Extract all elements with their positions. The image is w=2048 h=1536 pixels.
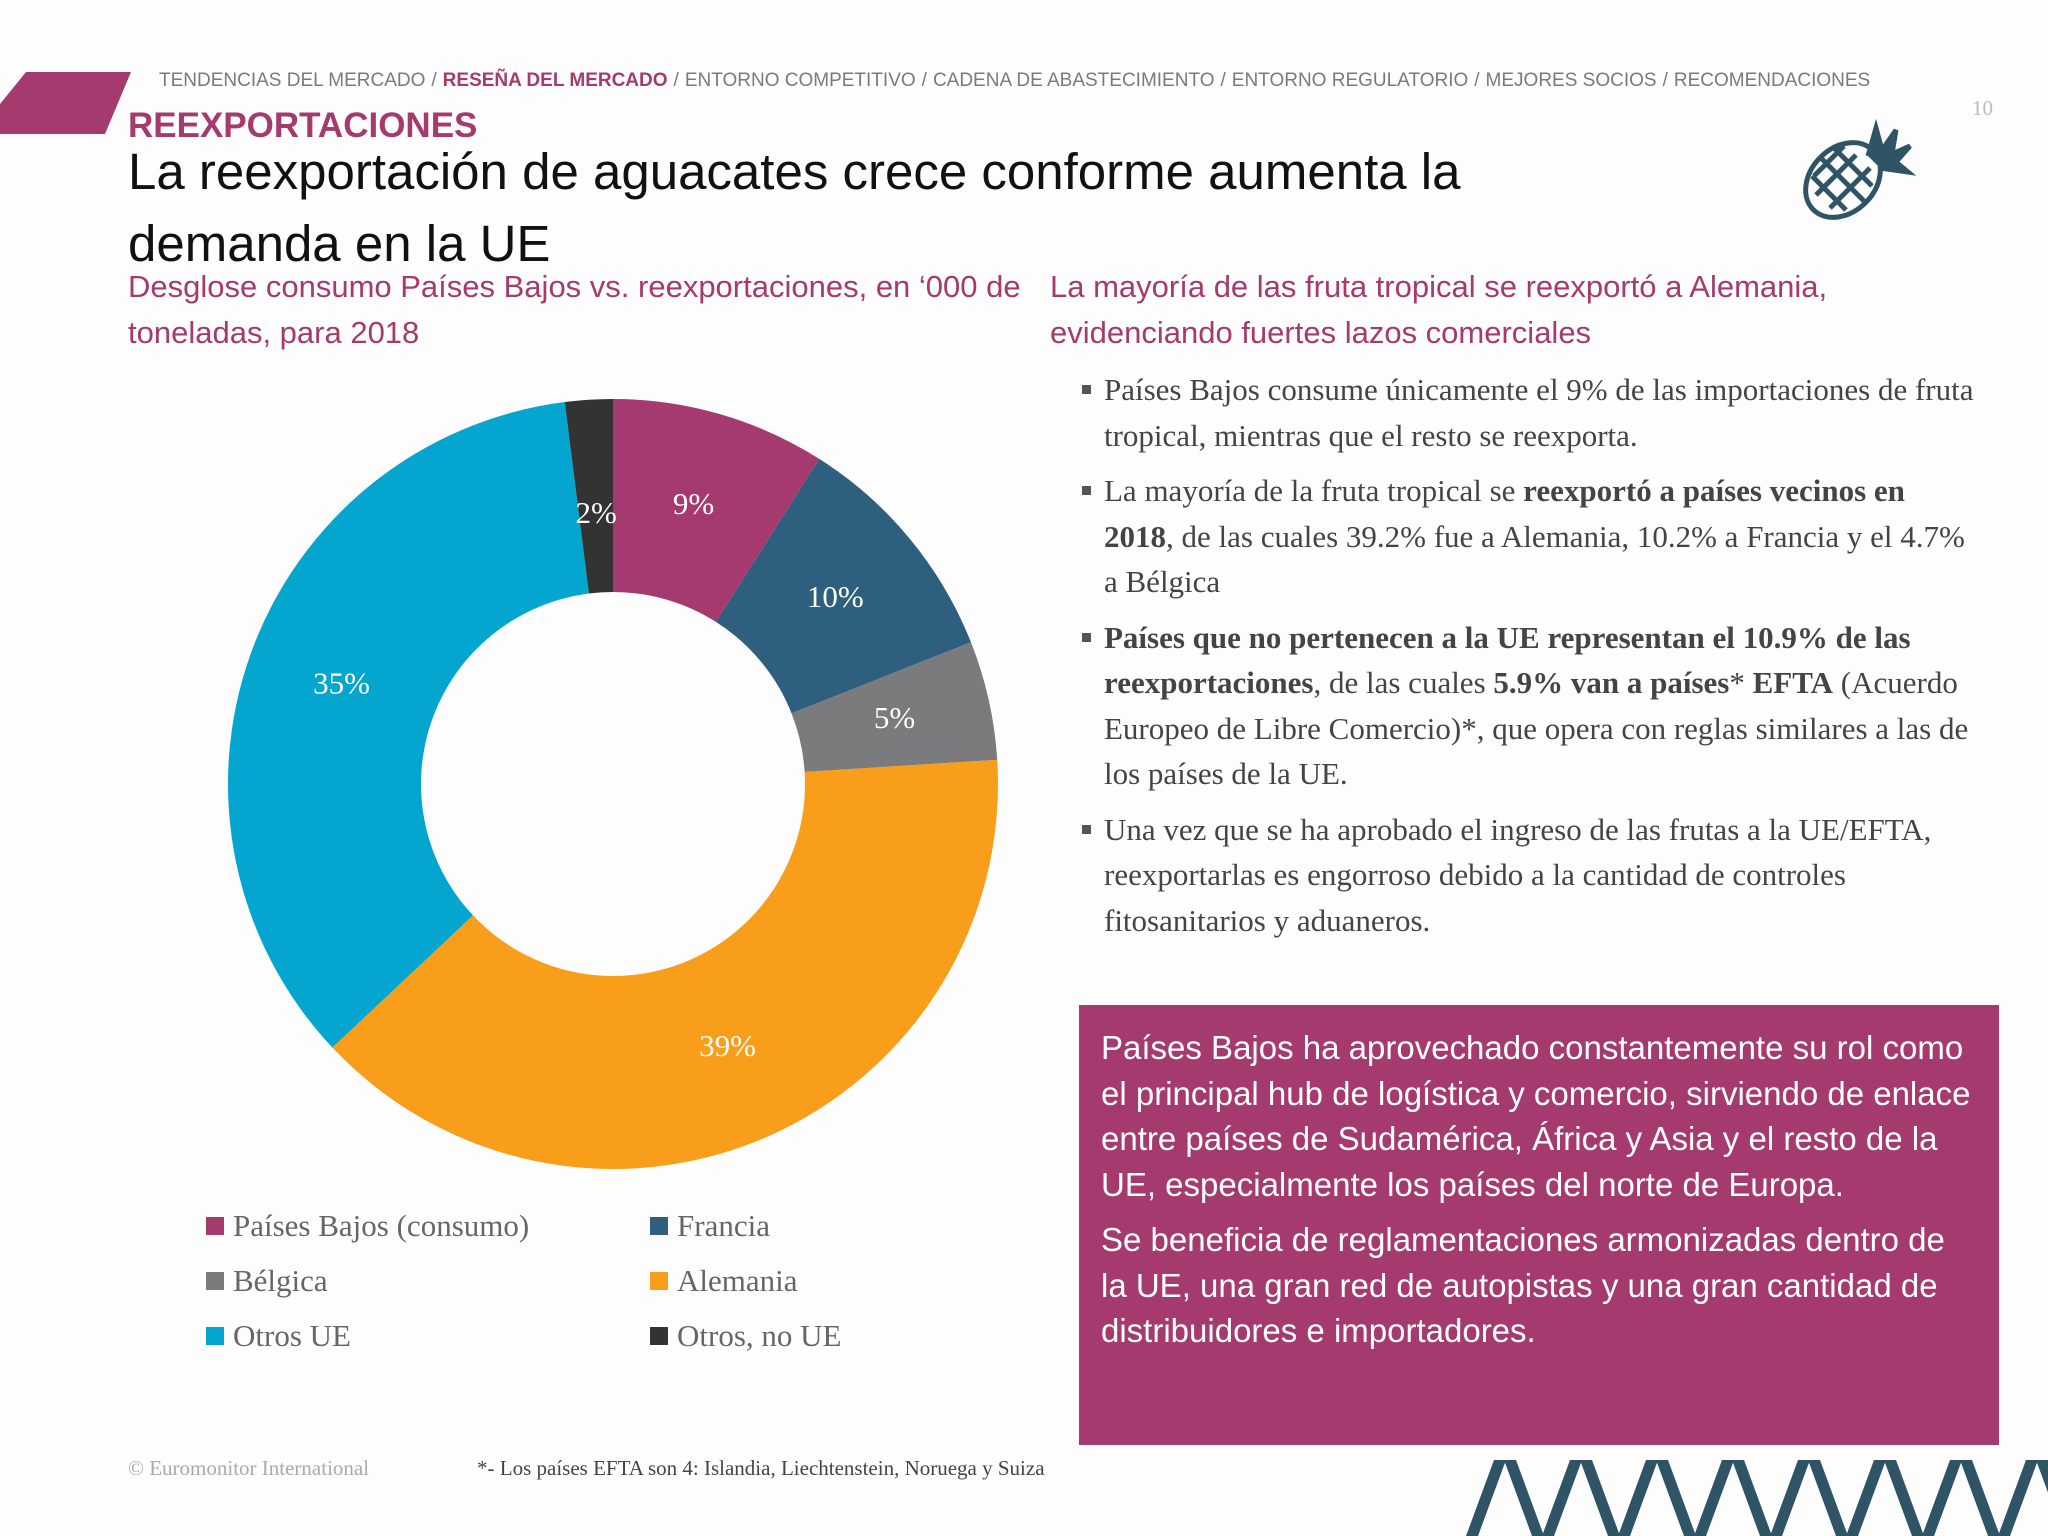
nav-item: RESEÑA DEL MERCADO: [442, 70, 668, 91]
copyright: © Euromonitor International: [128, 1456, 370, 1480]
legend-label: Francia: [677, 1208, 770, 1243]
bullet-text: La mayoría de la fruta tropical se: [1104, 473, 1524, 508]
pattern-stripe: [1846, 1460, 1886, 1536]
data-label: 35%: [313, 665, 370, 700]
data-label: 2%: [575, 495, 616, 530]
pattern-stripe: [1694, 1460, 1734, 1536]
legend-label: Otros, no UE: [677, 1318, 842, 1353]
nav-separator: /: [431, 70, 437, 91]
legend-label: Otros UE: [233, 1318, 351, 1353]
pattern-stripe: [2036, 1460, 2048, 1493]
pineapple-icon: [1803, 118, 1917, 220]
pattern-stripe: [1656, 1460, 1696, 1536]
legend-swatch: [206, 1327, 224, 1345]
bullet-text: 5.9% van a países: [1493, 665, 1730, 700]
nav-item: RECOMENDACIONES: [1673, 70, 1871, 91]
callout-box: Países Bajos ha aprovechado constantemen…: [1079, 1005, 1999, 1445]
donut-slice: [715, 458, 971, 714]
pattern-stripe: [1960, 1460, 2000, 1536]
bullet-text: *: [1729, 665, 1753, 700]
pattern-stripe: [1884, 1460, 1924, 1536]
bullet-text: reexportó a países vecinos en 2018: [1104, 473, 1905, 554]
legend-swatch: [206, 1217, 224, 1235]
bullet: Una vez que se ha aprobado el ingreso de…: [1080, 807, 1980, 944]
pattern-stripe: [1618, 1460, 1658, 1536]
bullet: La mayoría de la fruta tropical se reexp…: [1080, 468, 1980, 605]
data-label: 39%: [699, 1028, 756, 1063]
header-tab: [0, 72, 131, 134]
section-label: REEXPORTACIONES: [128, 106, 478, 145]
donut-slice: [791, 642, 998, 772]
nav-separator: /: [921, 70, 927, 91]
pattern-stripe: [1580, 1460, 1620, 1536]
pattern-stripe: [1808, 1460, 1848, 1536]
decor-pattern: [1466, 1460, 2048, 1536]
nav-separator: /: [1220, 70, 1226, 91]
donut-chart: 9% 10% 5% 39% 35% 2%: [227, 399, 999, 1170]
bullet-text: EFTA: [1752, 665, 1834, 700]
bullet-marker: [1082, 824, 1091, 834]
pattern-stripe: [1542, 1460, 1582, 1536]
donut-slice: [564, 399, 613, 594]
slide-title: La reexportación de aguacates crece conf…: [128, 143, 1461, 272]
bullet-text: , de las cuales: [1313, 665, 1494, 700]
bullet: Países Bajos consume únicamente el 9% de…: [1080, 367, 1980, 458]
nav-item: TENDENCIAS DEL MERCADO: [159, 70, 426, 91]
nav-item: MEJORES SOCIOS: [1485, 70, 1657, 91]
legend-label: Bélgica: [233, 1263, 328, 1298]
legend-label: Alemania: [677, 1263, 798, 1298]
pattern-stripe: [1998, 1460, 2038, 1536]
pattern-stripe: [1504, 1460, 1544, 1536]
nav-item: ENTORNO REGULATORIO: [1231, 70, 1469, 91]
bullet-marker: [1082, 385, 1091, 394]
pattern-stripe: [1732, 1460, 1772, 1536]
bullet-text: (Acuerdo Europeo de Libre Comercio)*, qu…: [1104, 665, 1969, 791]
bullet-text: , de las cuales 39.2% fue a Alemania, 10…: [1104, 518, 1965, 600]
data-label: 9%: [673, 486, 714, 521]
bullet: Países que no pertenecen a la UE represe…: [1080, 615, 1980, 797]
page-number: 10: [1972, 96, 1993, 120]
donut-slice: [227, 402, 589, 1048]
legend-swatch: [650, 1217, 668, 1235]
nav-separator: /: [673, 70, 679, 91]
callout-text: Se beneficia de reglamentaciones armoniz…: [1101, 1221, 1945, 1349]
bullet-list: Países Bajos consume únicamente el 9% de…: [1080, 367, 1980, 953]
breadcrumb-nav: TENDENCIAS DEL MERCADO / RESEÑA DEL MERCAD…: [159, 70, 1870, 92]
pattern-stripe: [1770, 1460, 1810, 1536]
bullet-marker: [1082, 632, 1091, 642]
nav-separator: /: [1662, 70, 1668, 91]
bullet-text: Países Bajos consume únicamente el 9% de…: [1104, 372, 1974, 453]
nav-separator: /: [1474, 70, 1480, 91]
legend-swatch: [206, 1272, 224, 1290]
pattern-stripe: [1922, 1460, 1962, 1536]
legend-label: Países Bajos (consumo): [233, 1208, 530, 1243]
bullet-text: Una vez que se ha aprobado el ingreso de…: [1104, 811, 1932, 938]
donut-slice: [613, 399, 820, 622]
nav-item: ENTORNO COMPETITIVO: [684, 70, 916, 91]
data-label: 10%: [807, 579, 864, 614]
bullet-text: Países que no pertenecen a la UE represe…: [1104, 619, 1911, 701]
chart-title: Desglose consumo Países Bajos vs. reexpo…: [128, 269, 1021, 350]
legend-swatch: [650, 1272, 668, 1290]
callout-text: Países Bajos ha aprovechado constantemen…: [1101, 1029, 1971, 1203]
donut-slice: [332, 759, 999, 1170]
data-label: 5%: [874, 700, 915, 735]
bullet-marker: [1082, 486, 1091, 495]
pattern-stripe: [1466, 1460, 1506, 1536]
legend-swatch: [650, 1327, 668, 1345]
right-title: La mayoría de las fruta tropical se reex…: [1050, 269, 1828, 350]
footnote: *- Los países EFTA son 4: Islandia, Liec…: [477, 1456, 1045, 1480]
nav-item: CADENA DE ABASTECIMIENTO: [932, 70, 1215, 91]
